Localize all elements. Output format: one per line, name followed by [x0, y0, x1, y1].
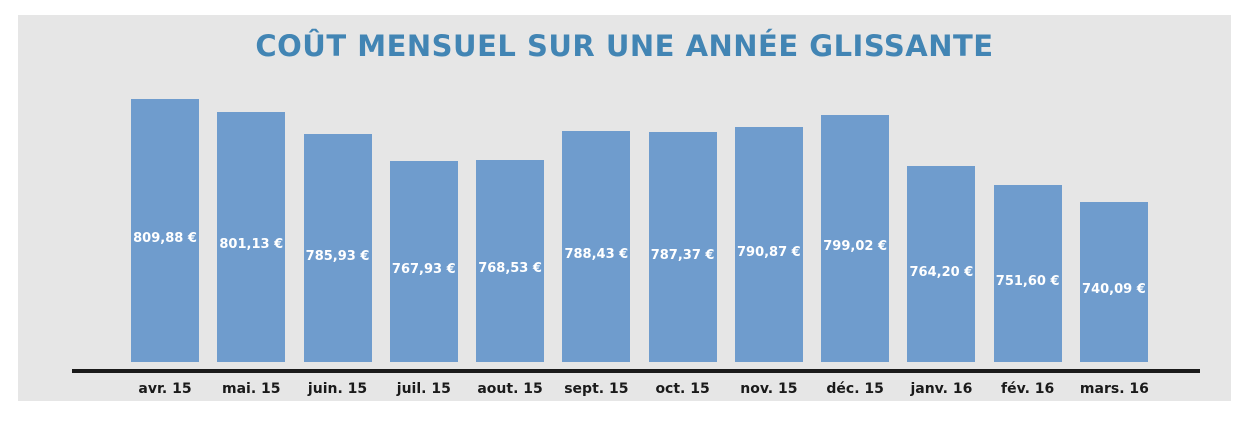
chart-panel: COÛT MENSUEL SUR UNE ANNÉE GLISSANTE 809… — [18, 15, 1231, 401]
x-axis-labels: avr. 15 mai. 15 juin. 15 juil. 15 aout. 15 se… — [131, 377, 1148, 401]
x-axis-label: aout. 15 — [477, 381, 543, 397]
bar: 767,93 € — [389, 160, 458, 362]
chart-title: COÛT MENSUEL SUR UNE ANNÉE GLISSANTE — [255, 29, 994, 63]
bar-value-label: 809,88 € — [133, 231, 197, 247]
plot-area: 809,88 € 801,13 € 785,93 € 767,93 € 768,53 €… — [131, 68, 1148, 362]
bar-value-label: 764,20 € — [909, 264, 974, 280]
bar: 768,53 € — [476, 159, 545, 362]
bar: 740,09 € — [1079, 201, 1148, 362]
bar-value-label: 768,53 € — [478, 261, 542, 277]
bar-value-label: 740,09 € — [1082, 282, 1146, 298]
bar-value-label: 801,13 € — [219, 237, 284, 253]
bar: 801,13 € — [217, 111, 286, 362]
bar: 785,93 € — [303, 134, 372, 362]
bar: 799,02 € — [821, 115, 890, 362]
bar-value-label: 799,02 € — [823, 239, 887, 254]
x-axis-label: mai. 15 — [222, 381, 281, 397]
x-axis-label: juil. 15 — [396, 381, 451, 397]
bar-value-label: 751,60 € — [995, 273, 1060, 289]
bar-value-label: 767,93 € — [391, 261, 456, 277]
x-axis-label: nov. 15 — [740, 381, 798, 397]
bar: 751,60 € — [993, 184, 1062, 362]
bar: 764,20 € — [907, 166, 976, 362]
x-axis-label: déc. 15 — [826, 381, 884, 397]
x-axis-label: sept. 15 — [564, 381, 629, 397]
x-axis-label: mars. 16 — [1079, 381, 1149, 397]
bar: 788,43 € — [562, 130, 631, 362]
x-axis-label: avr. 15 — [138, 381, 192, 397]
bar-value-label: 790,87 € — [736, 244, 801, 260]
bar-value-label: 788,43 € — [564, 246, 629, 262]
x-axis-label: juin. 15 — [307, 381, 368, 397]
bar: 790,87 € — [734, 126, 803, 362]
x-axis-line — [72, 369, 1200, 373]
bar-value-label: 787,37 € — [650, 247, 715, 263]
bar: 809,88 € — [131, 99, 199, 362]
x-axis-label: oct. 15 — [655, 381, 710, 397]
x-axis-label: fév. 16 — [1001, 381, 1055, 397]
x-axis-label: janv. 16 — [910, 381, 973, 397]
bar: 787,37 € — [648, 132, 717, 362]
bar-value-label: 785,93 € — [305, 248, 370, 264]
